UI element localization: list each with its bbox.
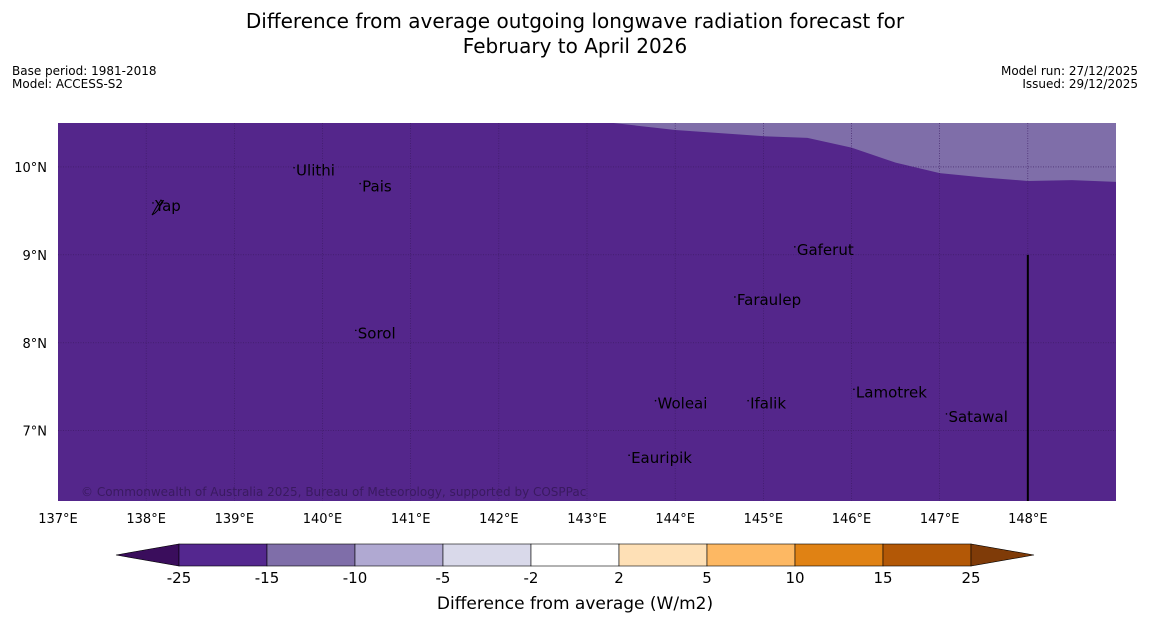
place-label: Pais	[362, 178, 392, 196]
place-label: Sorol	[358, 324, 396, 342]
lat-tick-label: 7°N	[23, 425, 48, 440]
colorbar-segment	[882, 543, 972, 567]
colorbar-segment	[530, 543, 620, 567]
colorbar-segment	[178, 543, 268, 567]
colorbar-segment	[354, 543, 444, 567]
place-marker	[945, 413, 948, 415]
lon-tick-label: 144°E	[655, 512, 695, 527]
colorbar-segment	[706, 543, 796, 567]
anomaly-field	[58, 123, 1116, 501]
place-marker	[359, 182, 361, 185]
lat-tick-label: 9°N	[23, 249, 48, 264]
yap-island-outline	[151, 199, 164, 216]
lon-tick-label: 148°E	[1008, 512, 1048, 527]
lon-tick-label: 139°E	[215, 512, 255, 527]
place-marker	[354, 329, 357, 332]
place-marker	[654, 399, 657, 402]
colorbar-tick-label: -25	[167, 569, 192, 587]
colorbar-tick-label: -15	[255, 569, 280, 587]
lat-tick-label: 10°N	[14, 161, 47, 176]
latitude-labels: 10°N 9°N 8°N 7°N	[14, 161, 47, 440]
colorbar-segment	[618, 543, 708, 567]
colorbar-tick-label: 5	[702, 569, 712, 587]
colorbar-segment	[442, 543, 532, 567]
colorbar-tick-label: -2	[524, 569, 539, 587]
lat-tick-label: 8°N	[23, 337, 48, 352]
colorbar-tick-label: 2	[614, 569, 624, 587]
lon-tick-label: 138°E	[126, 512, 166, 527]
place-marker	[794, 246, 796, 248]
land-features	[151, 199, 1029, 501]
colorbar-tick-label: -5	[436, 569, 451, 587]
lon-tick-label: 140°E	[303, 512, 343, 527]
copyright-notice: © Commonwealth of Australia 2025, Bureau…	[81, 485, 586, 499]
place-marker	[853, 388, 855, 391]
map-title: Difference from average outgoing longwav…	[0, 9, 1150, 59]
colorbar-segment	[794, 543, 884, 567]
lon-tick-label: 137°E	[38, 512, 78, 527]
lon-tick-label: 141°E	[391, 512, 431, 527]
colorbar: -25 -15 -10 -5 -2 2 5 10 15 25	[115, 543, 1035, 587]
issued-date: Issued: 29/12/2025	[1022, 77, 1138, 91]
place-label: Eauripik	[631, 449, 692, 467]
place-label: Faraulep	[737, 291, 801, 309]
longitude-labels: 137°E 138°E 139°E 140°E 141°E 142°E 143°E 144°E…	[38, 512, 1047, 527]
place-label: Ulithi	[296, 162, 335, 180]
colorbar-label: Difference from average (W/m2)	[436, 594, 714, 614]
colorbar-extend-high	[970, 543, 1035, 567]
place-marker	[747, 399, 749, 402]
place-label: Ifalik	[750, 395, 786, 413]
place-marker	[628, 454, 630, 457]
colorbar-tick-label: -10	[343, 569, 368, 587]
colorbar-tick-label: 10	[785, 569, 804, 587]
place-marker	[293, 166, 295, 169]
lon-tick-label: 142°E	[479, 512, 519, 527]
place-label: Woleai	[658, 395, 708, 413]
place-labels: Yap Ulithi Pais Gaferut Faraulep Sorol Lamotre…	[152, 162, 1008, 467]
colorbar-segment	[266, 543, 356, 567]
meta-left: Base period: 1981-2018 Model: ACCESS-S2	[12, 65, 157, 91]
place-label: Yap	[154, 197, 181, 215]
lon-tick-label: 146°E	[832, 512, 872, 527]
meta-right: Model run: 27/12/2025 Issued: 29/12/2025	[1001, 65, 1138, 91]
place-label: Gaferut	[797, 241, 854, 259]
colorbar-tick-label: 15	[873, 569, 892, 587]
lon-tick-label: 143°E	[567, 512, 607, 527]
place-label: Lamotrek	[856, 383, 927, 401]
colorbar-tick-label: 25	[961, 569, 980, 587]
title-line-2: February to April 2026	[462, 34, 688, 58]
place-label: Satawal	[948, 408, 1007, 426]
model-run: Model run: 27/12/2025	[1000, 64, 1138, 78]
anomaly-region-secondary	[613, 123, 1116, 182]
lon-tick-label: 145°E	[744, 512, 784, 527]
gridlines	[58, 123, 1116, 501]
base-period: Base period: 1981-2018	[12, 64, 157, 78]
place-marker	[734, 296, 736, 298]
place-marker	[152, 202, 154, 204]
colorbar-extend-low	[115, 543, 180, 567]
title-line-1: Difference from average outgoing longwav…	[245, 9, 905, 33]
model-name: Model: ACCESS-S2	[12, 77, 124, 91]
lon-tick-label: 147°E	[920, 512, 960, 527]
